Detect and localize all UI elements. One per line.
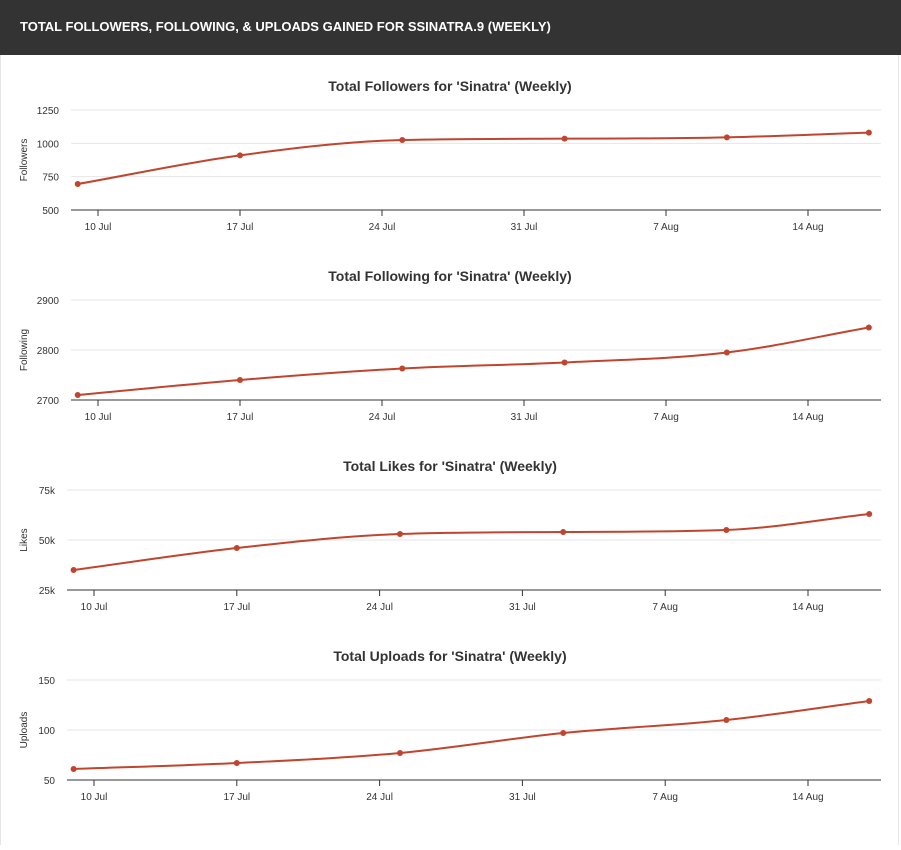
chart-2: Total Following for 'Sinatra' (Weekly) 27… <box>19 268 881 423</box>
data-point[interactable] <box>233 545 240 551</box>
data-point[interactable] <box>561 359 568 366</box>
series-line <box>77 131 869 185</box>
y-axis-label: Followers <box>19 139 30 182</box>
y-tick-label: 2900 <box>37 296 60 307</box>
x-tick-label: 10 Jul <box>81 602 108 613</box>
data-point[interactable] <box>237 377 243 383</box>
data-point[interactable] <box>723 527 730 533</box>
x-tick-label: 24 Jul <box>366 602 393 613</box>
chart-3: Total Likes for 'Sinatra' (Weekly) 25k 50k… <box>19 458 881 613</box>
x-tick-label: 14 Aug <box>792 602 823 613</box>
y-axis-label: Likes <box>19 528 30 551</box>
y-tick-label: 1000 <box>37 139 60 150</box>
data-point[interactable] <box>561 135 568 142</box>
data-point[interactable] <box>560 730 567 736</box>
charts-svg: Total Followers for 'Sinatra' (Weekly) 50… <box>19 78 881 803</box>
data-point[interactable] <box>866 698 873 704</box>
y-tick-label: 75k <box>39 486 56 497</box>
series-line <box>73 700 870 770</box>
y-tick-label: 25k <box>39 586 56 597</box>
y-tick-label: 750 <box>42 173 59 184</box>
x-tick-label: 10 Jul <box>85 222 112 233</box>
x-tick-label: 17 Jul <box>227 222 254 233</box>
x-tick-label: 7 Aug <box>652 792 678 803</box>
y-tick-label: 2800 <box>37 346 60 357</box>
y-axis-label: Following <box>19 329 30 371</box>
x-tick-label: 14 Aug <box>792 222 823 233</box>
data-point[interactable] <box>866 511 873 517</box>
series-line <box>77 326 870 396</box>
y-tick-label: 150 <box>38 676 55 687</box>
x-tick-label: 24 Jul <box>369 412 396 423</box>
x-tick-label: 14 Aug <box>792 792 823 803</box>
x-tick-label: 7 Aug <box>652 602 678 613</box>
x-tick-label: 31 Jul <box>509 602 536 613</box>
data-point[interactable] <box>70 766 77 772</box>
y-tick-label: 500 <box>42 206 59 217</box>
chart-title: Total Uploads for 'Sinatra' (Weekly) <box>333 648 566 664</box>
data-point[interactable] <box>70 567 77 573</box>
x-tick-label: 17 Jul <box>223 602 250 613</box>
chart-title: Total Likes for 'Sinatra' (Weekly) <box>343 458 557 474</box>
x-tick-label: 24 Jul <box>369 222 396 233</box>
charts-card: Total Followers for 'Sinatra' (Weekly) 50… <box>0 55 899 845</box>
data-point[interactable] <box>74 392 81 398</box>
data-point[interactable] <box>399 365 406 372</box>
x-tick-label: 17 Jul <box>223 792 250 803</box>
x-tick-label: 31 Jul <box>511 412 538 423</box>
data-point[interactable] <box>723 134 730 141</box>
data-point[interactable] <box>399 137 406 143</box>
x-tick-label: 17 Jul <box>227 412 254 423</box>
x-tick-label: 31 Jul <box>511 222 538 233</box>
y-tick-label: 50k <box>39 536 56 547</box>
x-tick-label: 24 Jul <box>366 792 393 803</box>
data-point[interactable] <box>723 349 730 356</box>
x-tick-label: 31 Jul <box>509 792 536 803</box>
series-line <box>73 513 870 571</box>
data-point[interactable] <box>560 529 567 535</box>
data-point[interactable] <box>233 760 240 766</box>
y-tick-label: 100 <box>38 726 55 737</box>
data-point[interactable] <box>865 324 872 331</box>
chart-1: Total Followers for 'Sinatra' (Weekly) 50… <box>19 78 881 233</box>
data-point[interactable] <box>237 152 243 159</box>
y-tick-label: 50 <box>44 776 56 787</box>
x-tick-label: 7 Aug <box>653 222 679 233</box>
page-header: TOTAL FOLLOWERS, FOLLOWING, & UPLOADS GA… <box>0 0 901 55</box>
y-tick-label: 2700 <box>37 396 60 407</box>
x-tick-label: 10 Jul <box>81 792 108 803</box>
x-tick-label: 14 Aug <box>792 412 823 423</box>
chart-title: Total Followers for 'Sinatra' (Weekly) <box>328 78 571 94</box>
y-tick-label: 1250 <box>37 106 60 117</box>
x-tick-label: 10 Jul <box>85 412 112 423</box>
data-point[interactable] <box>397 531 403 537</box>
data-point[interactable] <box>74 181 81 187</box>
chart-4: Total Uploads for 'Sinatra' (Weekly) 50 10… <box>19 648 881 803</box>
chart-title: Total Following for 'Sinatra' (Weekly) <box>328 268 571 284</box>
data-point[interactable] <box>723 717 730 723</box>
data-point[interactable] <box>865 129 872 136</box>
page-title: TOTAL FOLLOWERS, FOLLOWING, & UPLOADS GA… <box>20 19 551 34</box>
y-axis-label: Uploads <box>19 712 30 749</box>
x-tick-label: 7 Aug <box>653 412 679 423</box>
data-point[interactable] <box>397 750 403 756</box>
